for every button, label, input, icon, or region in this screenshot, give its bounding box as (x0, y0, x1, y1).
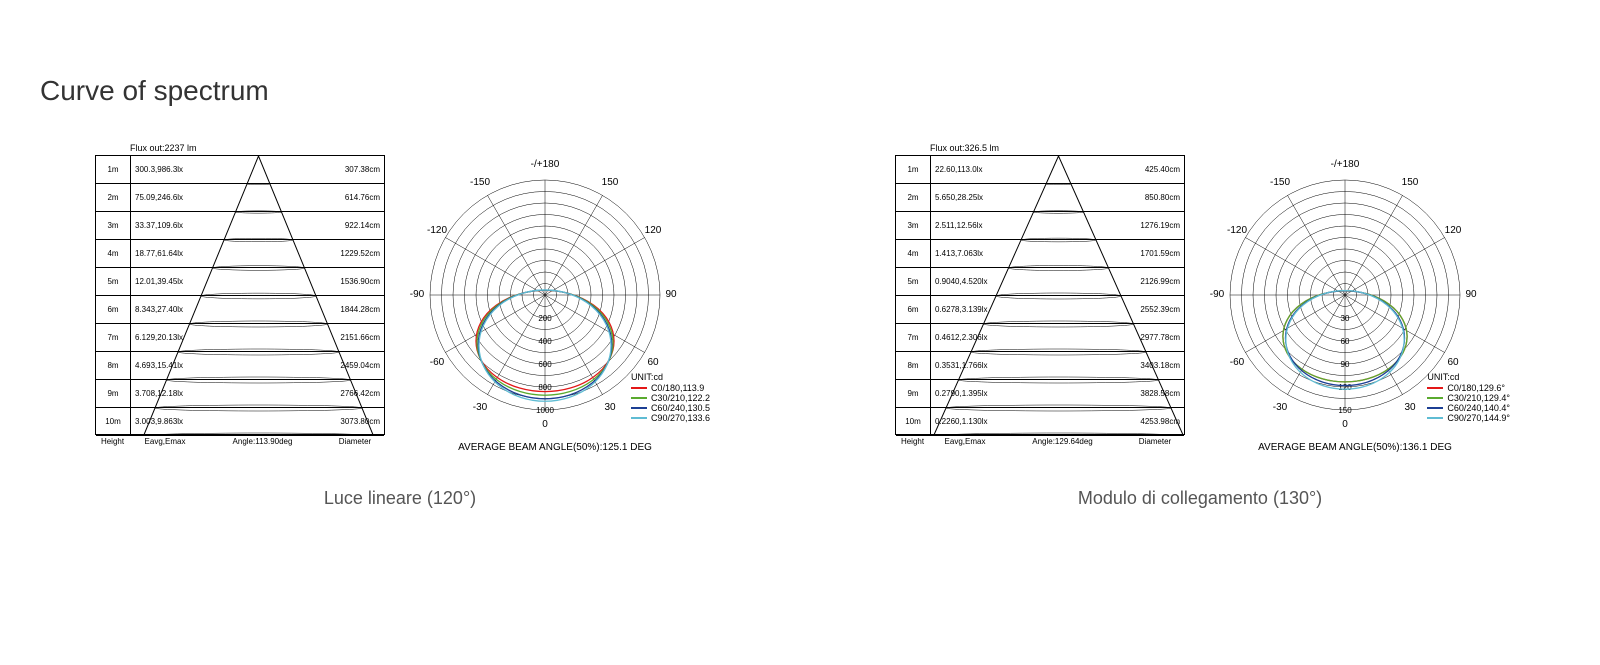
svg-text:150: 150 (1338, 406, 1352, 415)
height-cell: 6m (96, 296, 131, 323)
svg-text:-30: -30 (473, 402, 488, 413)
height-cell: 4m (896, 240, 931, 267)
height-cell: 8m (96, 352, 131, 379)
height-cell: 9m (96, 380, 131, 407)
svg-text:-150: -150 (1270, 177, 1290, 188)
height-cell: 1m (96, 156, 131, 183)
avg-beam-label: AVERAGE BEAM ANGLE(50%):125.1 DEG (405, 442, 705, 453)
legend-item: C60/240,130.5 (631, 403, 710, 413)
cone-table: 1m300.3,986.3lx307.38cm2m75.09,246.6lx61… (95, 155, 385, 435)
chart-panel: Flux out:326.5 lm1m22.60,113.0lx425.40cm… (895, 155, 1505, 453)
svg-text:-90: -90 (1210, 289, 1225, 300)
height-cell: 10m (896, 408, 931, 435)
svg-text:120: 120 (1338, 383, 1352, 392)
height-cell: 2m (96, 184, 131, 211)
svg-text:800: 800 (538, 383, 552, 392)
panel-caption: Luce lineare (120°) (95, 488, 705, 509)
legend-item: C60/240,140.4° (1427, 403, 1510, 413)
svg-text:120: 120 (645, 225, 662, 236)
height-cell: 9m (896, 380, 931, 407)
page-title: Curve of spectrum (40, 75, 269, 107)
cone-table: 1m22.60,113.0lx425.40cm2m5.650,28.25lx85… (895, 155, 1185, 435)
svg-text:-90: -90 (410, 289, 425, 300)
polar-chart: -/+180 150 120 90 60 30 0 -30 -60 -90 -120 -150 200 4… (405, 155, 705, 453)
legend-item: C0/180,113.9 (631, 383, 710, 393)
svg-text:150: 150 (1402, 177, 1419, 188)
svg-text:-120: -120 (1227, 225, 1247, 236)
legend-item: C90/270,133.6 (631, 413, 710, 423)
column-labels: HeightEavg,EmaxAngle:129.64degDiameter (895, 437, 1185, 446)
svg-text:-120: -120 (427, 225, 447, 236)
svg-text:90: 90 (665, 289, 677, 300)
svg-text:30: 30 (604, 402, 616, 413)
svg-text:120: 120 (1445, 225, 1462, 236)
svg-text:90: 90 (1465, 289, 1477, 300)
svg-text:30: 30 (1341, 314, 1350, 323)
height-cell: 3m (96, 212, 131, 239)
svg-text:-30: -30 (1273, 402, 1288, 413)
svg-text:-/+180: -/+180 (1331, 159, 1360, 170)
svg-text:-60: -60 (430, 357, 445, 368)
svg-text:-150: -150 (470, 177, 490, 188)
svg-text:60: 60 (1341, 337, 1350, 346)
svg-text:-/+180: -/+180 (531, 159, 560, 170)
polar-legend: UNIT:cdC0/180,113.9C30/210,122.2C60/240,… (631, 372, 710, 423)
legend-item: C0/180,129.6° (1427, 383, 1510, 393)
svg-text:400: 400 (538, 337, 552, 346)
svg-text:60: 60 (1447, 357, 1459, 368)
height-cell: 6m (896, 296, 931, 323)
height-cell: 4m (96, 240, 131, 267)
legend-item: C30/210,129.4° (1427, 393, 1510, 403)
height-cell: 7m (96, 324, 131, 351)
chart-panel: Flux out:2237 lm1m300.3,986.3lx307.38cm2… (95, 155, 705, 453)
svg-text:150: 150 (602, 177, 619, 188)
height-cell: 2m (896, 184, 931, 211)
panel-caption: Modulo di collegamento (130°) (895, 488, 1505, 509)
svg-text:-60: -60 (1230, 357, 1245, 368)
svg-text:90: 90 (1341, 360, 1350, 369)
svg-text:1000: 1000 (536, 406, 554, 415)
svg-text:30: 30 (1404, 402, 1416, 413)
height-cell: 10m (96, 408, 131, 435)
svg-text:200: 200 (538, 314, 552, 323)
svg-text:60: 60 (647, 357, 659, 368)
legend-item: C90/270,144.9° (1427, 413, 1510, 423)
height-cell: 7m (896, 324, 931, 351)
polar-legend: UNIT:cdC0/180,129.6°C30/210,129.4°C60/24… (1427, 372, 1510, 423)
height-cell: 5m (896, 268, 931, 295)
flux-label: Flux out:2237 lm (130, 143, 197, 153)
height-cell: 8m (896, 352, 931, 379)
polar-chart: -/+180 150 120 90 60 30 0 -30 -60 -90 -120 -150 30 60… (1205, 155, 1505, 453)
legend-item: C30/210,122.2 (631, 393, 710, 403)
svg-text:0: 0 (542, 419, 548, 430)
height-cell: 3m (896, 212, 931, 239)
height-cell: 1m (896, 156, 931, 183)
svg-text:600: 600 (538, 360, 552, 369)
svg-text:0: 0 (1342, 419, 1348, 430)
column-labels: HeightEavg,EmaxAngle:113.90degDiameter (95, 437, 385, 446)
height-cell: 5m (96, 268, 131, 295)
avg-beam-label: AVERAGE BEAM ANGLE(50%):136.1 DEG (1205, 442, 1505, 453)
flux-label: Flux out:326.5 lm (930, 143, 999, 153)
